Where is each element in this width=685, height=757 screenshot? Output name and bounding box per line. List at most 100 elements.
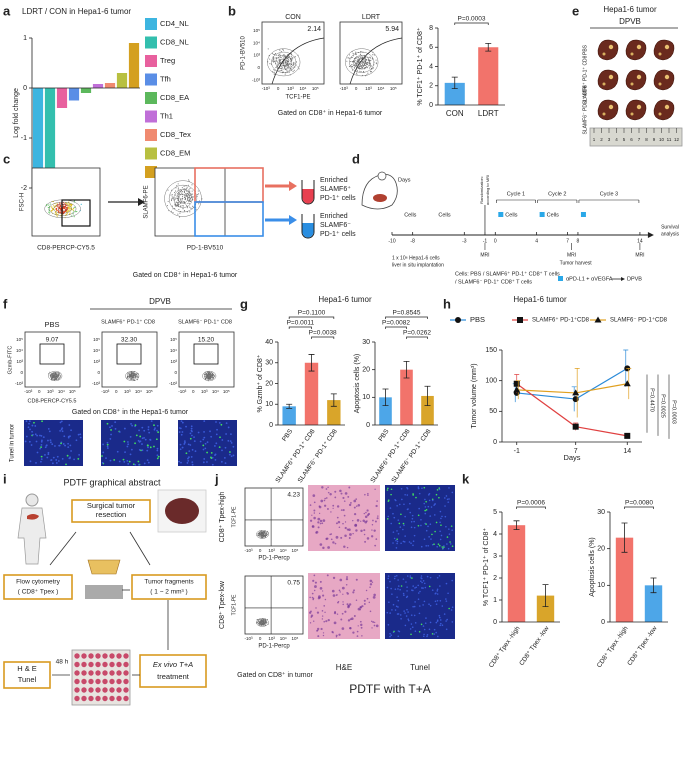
event-dot (133, 372, 135, 374)
event-dot (58, 204, 60, 206)
nucleus (73, 458, 76, 461)
nucleus (156, 429, 158, 432)
nodule (664, 74, 670, 80)
event-dot (211, 379, 213, 381)
nucleus (436, 590, 439, 592)
nucleus (178, 431, 181, 433)
nucleus (147, 446, 149, 449)
he-nucleus (341, 612, 344, 615)
nucleus (193, 440, 196, 443)
nucleus (443, 545, 445, 547)
event-dot (208, 375, 210, 377)
nucleus (44, 454, 46, 456)
event-dot (290, 61, 292, 63)
nodule (608, 74, 614, 80)
he-nucleus (309, 504, 312, 506)
nucleus (422, 587, 424, 589)
event-dot (269, 58, 271, 60)
nucleus (178, 460, 180, 463)
step-label: H & E (17, 664, 37, 673)
nucleus (55, 459, 58, 461)
nucleus (49, 439, 52, 442)
nucleus (147, 428, 150, 431)
nucleus (425, 500, 427, 503)
event-dot (50, 206, 53, 208)
event-dot (184, 198, 187, 200)
legend-label: CD8_EA (160, 93, 189, 102)
event-dot (181, 205, 183, 207)
event-dot (349, 61, 351, 63)
gate-percent: 4.23 (287, 492, 300, 499)
nucleus (101, 455, 103, 457)
nucleus (405, 615, 408, 617)
nucleus (446, 618, 448, 621)
nucleus (410, 614, 413, 616)
nucleus (128, 460, 131, 463)
nucleus (413, 534, 416, 537)
nucleus (428, 492, 431, 495)
event-dot (189, 190, 191, 192)
event-dot (280, 57, 282, 59)
event-dot (49, 371, 51, 373)
event-dot (180, 189, 182, 191)
cells-note: / SLAMF6⁻ PD-1⁺ CD8⁺ T cells (455, 278, 532, 285)
gating-note: Gated on CD8⁺ in Hepa1-6 tumor (133, 271, 238, 279)
nucleus (127, 443, 130, 446)
event-dot (55, 210, 57, 212)
nucleus (40, 455, 43, 458)
he-nucleus (324, 598, 327, 601)
he-nucleus (340, 492, 343, 495)
event-dot (55, 208, 57, 210)
nodule (602, 112, 606, 116)
event-dot (52, 375, 54, 377)
event-dot (286, 66, 288, 68)
event-dot (186, 207, 188, 209)
nucleus (183, 443, 186, 445)
nucleus (433, 514, 436, 516)
nucleus (396, 530, 398, 532)
event-dot (295, 61, 298, 63)
y-tick-label: 0 (493, 439, 497, 446)
well (95, 670, 101, 676)
event-dot (348, 54, 351, 56)
flow-tick-label: 10³ (253, 53, 260, 58)
nucleus (30, 444, 33, 446)
event-dot (189, 195, 191, 197)
flow-arrow (49, 531, 77, 566)
event-dot (363, 60, 365, 62)
event-dot (188, 201, 190, 203)
nucleus (438, 575, 441, 577)
nucleus (216, 428, 218, 431)
nucleus (130, 423, 132, 425)
nucleus (218, 446, 221, 449)
nucleus (410, 623, 413, 625)
nucleus (420, 577, 423, 580)
nucleus (387, 577, 390, 580)
row-label: CD8⁺ Tpex-high (218, 492, 226, 543)
flow-tick-label: -10³ (244, 636, 253, 641)
x-tick-label: LDRT (478, 109, 499, 118)
nucleus (445, 620, 447, 622)
nucleus (202, 448, 205, 451)
nucleus (227, 439, 230, 442)
flow-tick-label: 0 (192, 389, 195, 394)
randomization-note: according to MRI (485, 175, 490, 205)
tumor-photo (165, 498, 199, 524)
nucleus (210, 435, 213, 438)
flow-tick-label: 0 (115, 389, 118, 394)
step-label: Ex vivo T+A (153, 660, 193, 669)
nucleus (113, 459, 116, 461)
nucleus (411, 626, 414, 628)
flow-tick-label: -10³ (252, 77, 261, 82)
event-dot (176, 197, 178, 199)
event-dot (355, 51, 357, 53)
nodule (658, 112, 662, 116)
he-nucleus (332, 594, 336, 597)
event-dot (170, 210, 172, 212)
event-dot (354, 60, 356, 62)
flow-axis-label: PD-1-Percp (258, 644, 290, 650)
flow-tick-label: 10³ (365, 86, 372, 91)
nucleus (218, 421, 221, 424)
nucleus (402, 528, 404, 531)
he-nucleus (344, 492, 348, 495)
